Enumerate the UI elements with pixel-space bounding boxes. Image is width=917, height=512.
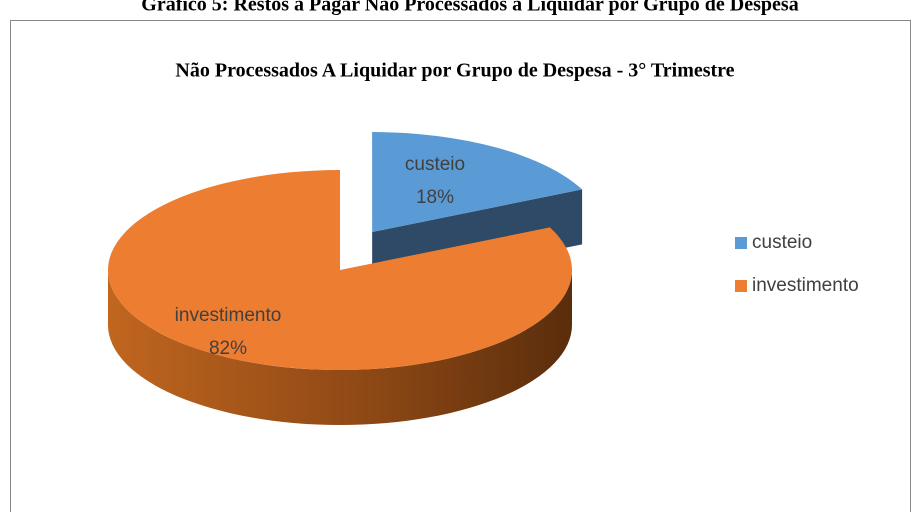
slice [108, 170, 573, 370]
data-label-value: 18% [416, 187, 454, 208]
legend-swatch [735, 280, 747, 292]
data-label-name: custeio [405, 154, 465, 175]
chart-frame [10, 20, 911, 512]
legend-label: investimento [752, 275, 859, 296]
slice-side [108, 270, 572, 425]
caption: Gráfico 5: Restos a Pagar Não Processado… [141, 0, 798, 16]
slice [372, 131, 583, 233]
legend-swatch [735, 237, 747, 249]
legend-label: custeio [752, 232, 812, 253]
chart-title: Não Processados A Liquidar por Grupo de … [175, 60, 734, 82]
data-label-value: 82% [209, 338, 247, 359]
data-label-name: investimento [175, 305, 282, 326]
